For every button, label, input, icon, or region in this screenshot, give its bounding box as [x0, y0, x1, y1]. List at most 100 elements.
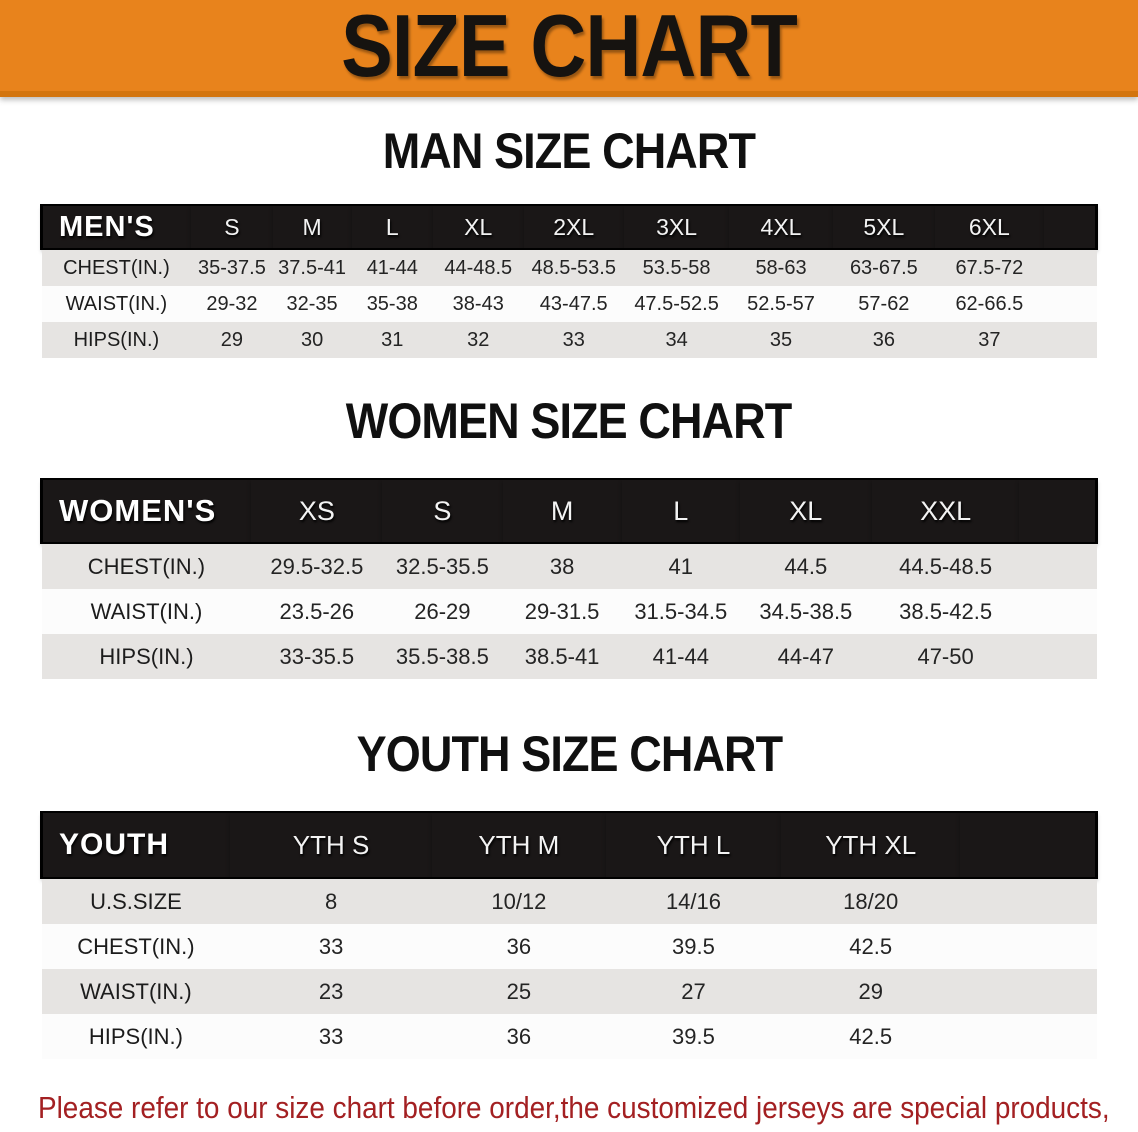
table-row: WAIST(IN.) 23.5-26 26-29 29-31.5 31.5-34.5 34… [41, 589, 1097, 634]
row-spacer [1044, 286, 1097, 322]
table-cell: 32.5-35.5 [395, 553, 489, 579]
column-header: L [621, 478, 740, 544]
size-chart-sections: MAN SIZE CHART MEN'S S M L XL 2XL 3XL 4XL 5XL 6XL C… [0, 123, 1138, 1059]
row-label: HIPS(IN.) [73, 328, 160, 351]
table-cell: 23.5-26 [279, 598, 355, 624]
table-row: HIPS(IN.) 33-35.5 35.5-38.5 38.5-41 41-44 44-… [41, 634, 1097, 679]
row-spacer [1019, 543, 1096, 589]
row-label: CHEST(IN.) [63, 256, 170, 279]
banner-title: SIZE CHART [341, 0, 798, 95]
header-spacer [1019, 478, 1099, 544]
table-cell: 58-63 [755, 256, 807, 279]
table-cell: 8 [324, 888, 338, 914]
row-label: WAIST(IN.) [90, 598, 203, 624]
table-row: U.S.SIZE 8 10/12 14/16 18/20 [41, 878, 1097, 924]
table-cell: 48.5-53.5 [531, 256, 616, 279]
section-womens: WOMEN SIZE CHART WOMEN'S XS S M L XL XXL CHEST(I… [0, 393, 1138, 679]
column-header: M [272, 204, 352, 250]
womens-size-table: WOMEN'S XS S M L XL XXL CHEST(IN.) 29.5-32.5 32.5… [40, 478, 1099, 679]
table-cell: 29 [220, 328, 244, 351]
column-header: YTH XL [781, 811, 961, 879]
table-cell: 41 [668, 553, 694, 579]
row-spacer [960, 969, 1096, 1014]
row-label: HIPS(IN.) [99, 643, 194, 669]
table-row: WAIST(IN.) 23 25 27 29 [41, 969, 1097, 1014]
row-spacer [960, 924, 1096, 969]
table-cell: 34 [665, 328, 688, 351]
table-cell: 63-67.5 [849, 256, 918, 279]
table-cell: 36 [872, 328, 895, 351]
table-row: HIPS(IN.) 29 30 31 32 33 34 35 36 37 [41, 322, 1097, 358]
table-cell: 34.5-38.5 [759, 598, 853, 624]
column-header: YTH S [230, 811, 432, 879]
table-cell: 36 [506, 933, 532, 959]
row-spacer [960, 878, 1096, 924]
table-cell: 29-32 [206, 292, 258, 315]
column-header: XXL [871, 478, 1020, 544]
column-header: 3XL [623, 204, 730, 250]
table-cell: 39.5 [672, 1023, 715, 1049]
table-cell: 26-29 [414, 598, 471, 624]
column-header: YTH M [431, 811, 606, 879]
table-cell: 47-50 [917, 643, 974, 669]
table-cell: 32 [467, 328, 490, 351]
column-header: 2XL [523, 204, 624, 250]
table-cell: 41-44 [366, 256, 418, 279]
table-cell: 37 [978, 328, 1001, 351]
table-cell: 67.5-72 [955, 256, 1024, 279]
section-title-text: YOUTH SIZE CHART [356, 726, 783, 782]
column-header: XS [251, 478, 383, 544]
column-header: 6XL [935, 204, 1044, 250]
table-cell: 38.5-41 [524, 643, 600, 669]
table-header-row: YOUTH YTH S YTH M YTH L YTH XL [40, 811, 1099, 879]
table-cell: 33-35.5 [279, 643, 355, 669]
section-title-text: MAN SIZE CHART [382, 123, 756, 179]
table-cell: 57-62 [858, 292, 910, 315]
section-mens: MAN SIZE CHART MEN'S S M L XL 2XL 3XL 4XL 5XL 6XL C… [0, 123, 1138, 358]
table-header-row: WOMEN'S XS S M L XL XXL [40, 478, 1099, 544]
table-cell: 14/16 [665, 888, 721, 914]
column-header: M [502, 478, 622, 544]
table-cell: 35-37.5 [197, 256, 266, 279]
table-cell: 32-35 [286, 292, 338, 315]
table-cell: 62-66.5 [955, 292, 1024, 315]
table-cell: 35.5-38.5 [395, 643, 489, 669]
table-cell: 33 [318, 933, 344, 959]
row-label: WAIST(IN.) [80, 978, 192, 1004]
table-cell: 38 [549, 553, 575, 579]
table-cell: 35 [769, 328, 793, 351]
column-header: 4XL [729, 204, 833, 250]
section-title-text: WOMEN SIZE CHART [346, 393, 792, 449]
table-cell: 33 [562, 328, 585, 351]
row-spacer [1044, 249, 1097, 286]
youth-size-table: YOUTH YTH S YTH M YTH L YTH XL U.S.SIZE 8 10/12… [40, 811, 1099, 1059]
table-cell: 44.5-48.5 [899, 553, 993, 579]
table-cell: 31 [381, 328, 404, 351]
table-cell: 36 [506, 1023, 532, 1049]
table-cell: 53.5-58 [642, 256, 711, 279]
table-cell: 31.5-34.5 [634, 598, 728, 624]
column-header: 5XL [832, 204, 936, 250]
table-cell: 10/12 [491, 888, 547, 914]
table-cell: 39.5 [672, 933, 715, 959]
table-cell: 47.5-52.5 [634, 292, 719, 315]
section-title: YOUTH SIZE CHART [0, 726, 1138, 787]
table-row: CHEST(IN.) 35-37.5 37.5-41 41-44 44-48.5 48.5… [41, 249, 1097, 286]
table-row: CHEST(IN.) 29.5-32.5 32.5-35.5 38 41 44.5 44.5… [41, 543, 1097, 589]
disclaimer-line-1: Please refer to our size chart before or… [38, 1085, 1138, 1132]
table-cell: 18/20 [843, 888, 899, 914]
column-header: YTH L [605, 811, 782, 879]
table-cell: 44-48.5 [444, 256, 513, 279]
column-header: S [382, 478, 503, 544]
table-row: CHEST(IN.) 33 36 39.5 42.5 [41, 924, 1097, 969]
table-cell: 29-31.5 [524, 598, 600, 624]
row-spacer [960, 1014, 1096, 1059]
table-cell: 33 [318, 1023, 344, 1049]
row-spacer [1019, 634, 1096, 679]
table-cell: 27 [681, 978, 706, 1004]
table-cell: 52.5-57 [747, 292, 815, 315]
table-cell: 42.5 [849, 933, 893, 959]
table-cell: 29 [858, 978, 883, 1004]
row-label: CHEST(IN.) [87, 553, 206, 579]
